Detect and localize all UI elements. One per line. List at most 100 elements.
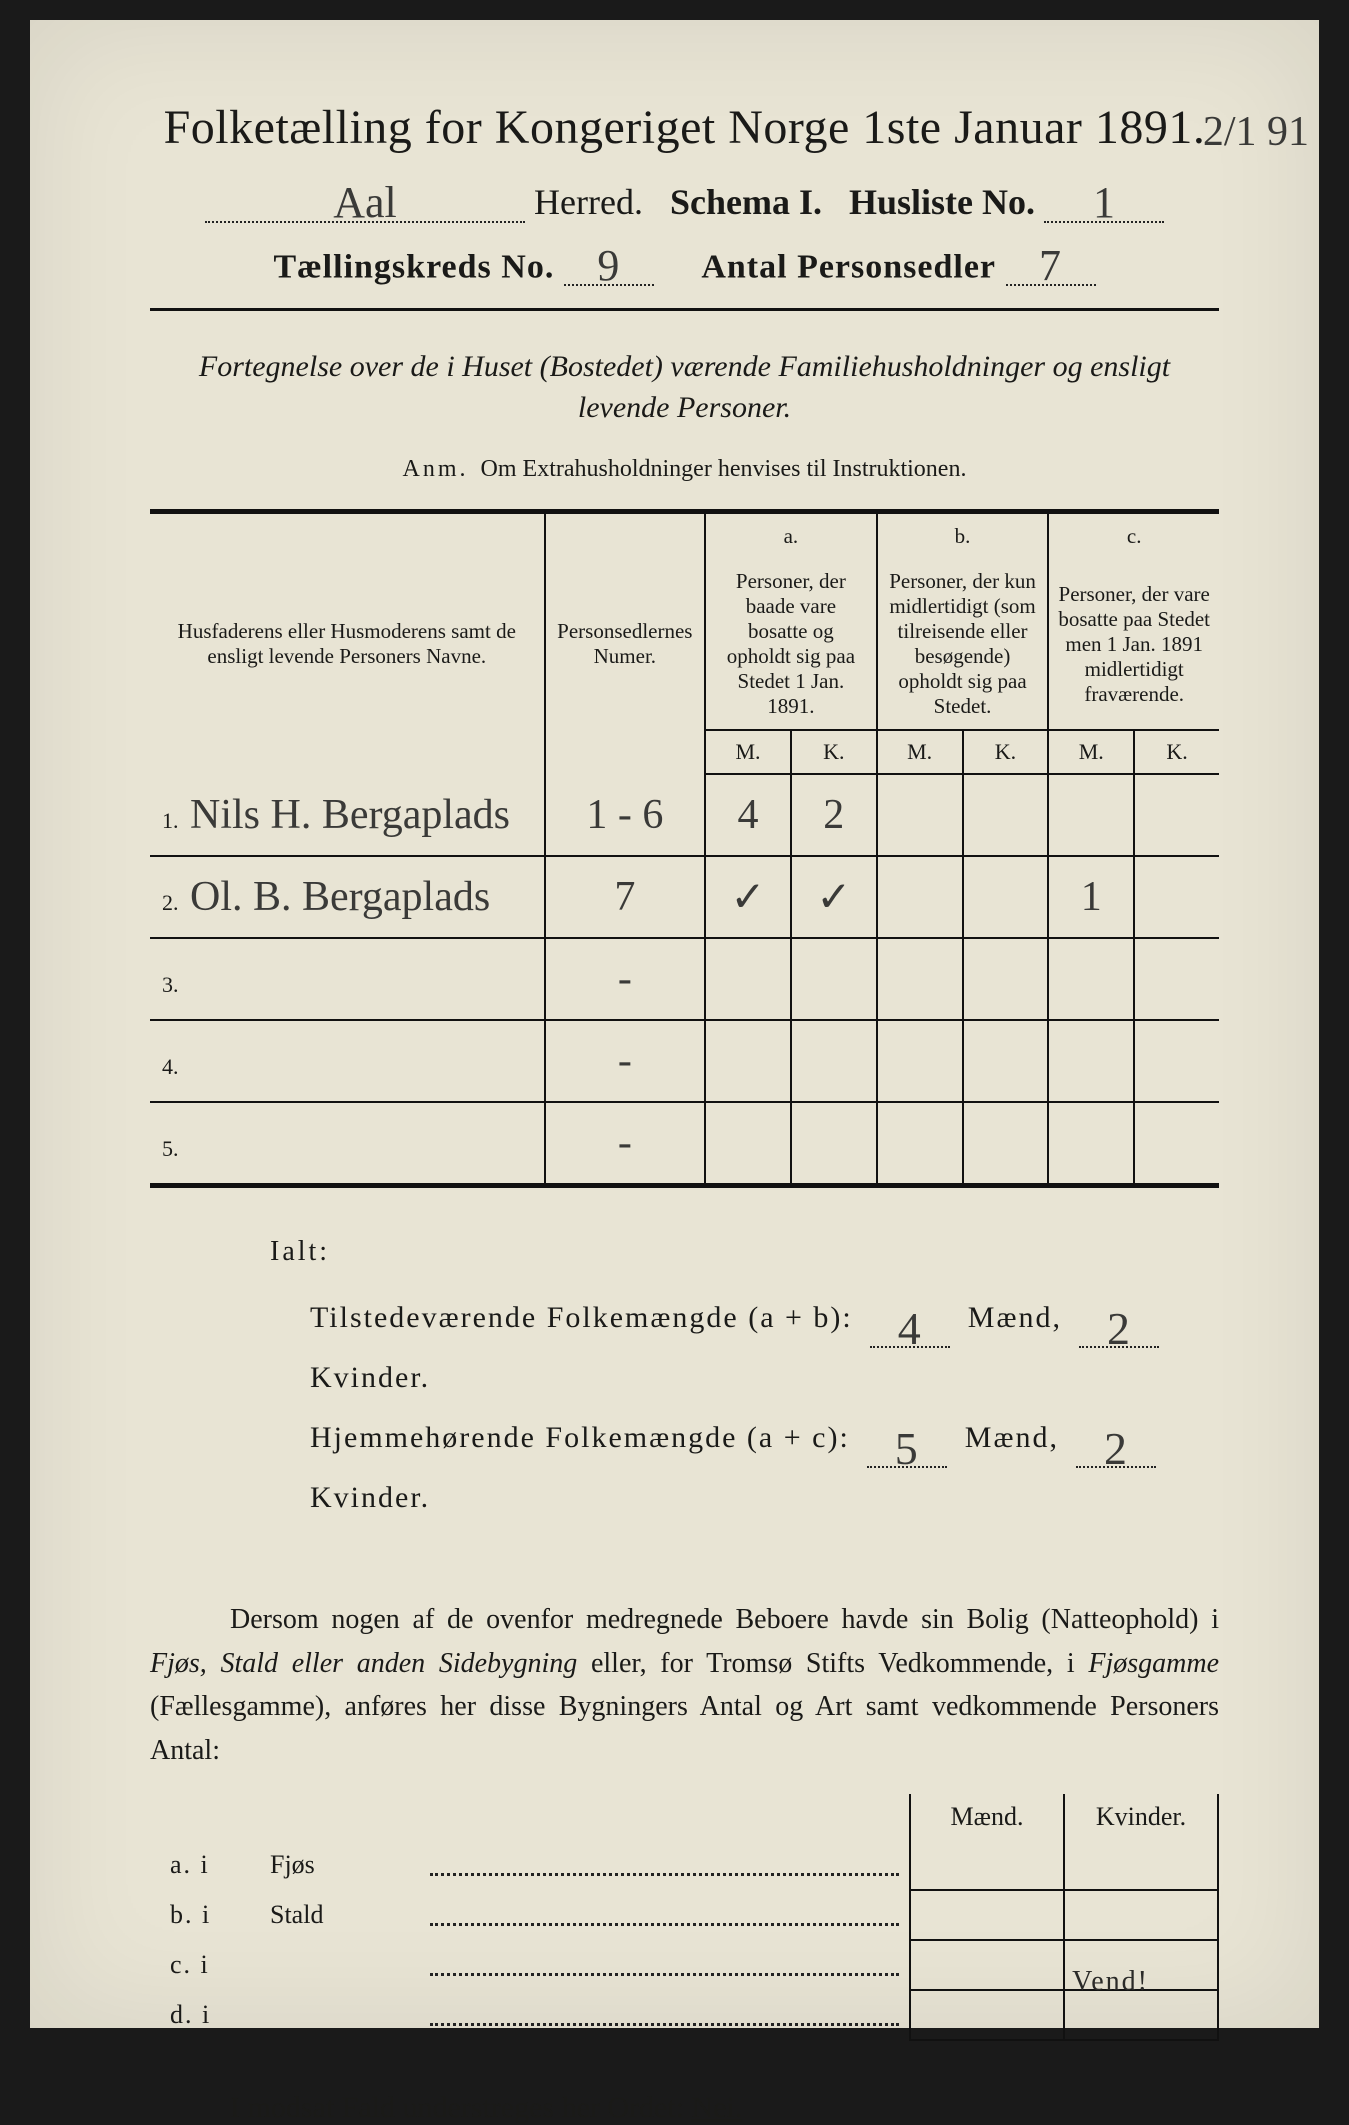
building-row-k xyxy=(1064,1840,1218,1890)
cell-name: 2.Ol. B. Bergaplads xyxy=(150,856,545,938)
building-row-m xyxy=(910,1940,1064,1990)
nei-word: Nei. xyxy=(692,2091,743,2124)
totals-row1-m-slot: 4 xyxy=(870,1313,950,1348)
building-row-m xyxy=(910,1990,1064,2040)
husliste-value: 1 xyxy=(1044,181,1164,225)
nei-line: I modsat Fald understreges her Ordet: Ne… xyxy=(150,2091,1219,2125)
mk-kvinder: Kvinder. xyxy=(1064,1794,1218,1840)
cell-name: 1.Nils H. Bergaplads xyxy=(150,774,545,856)
para-seg-e: (Fællesgamme), anføres her disse Bygning… xyxy=(150,1691,1219,1765)
building-row-cat xyxy=(270,1990,430,2040)
main-table: Husfaderens eller Husmoderens samt de en… xyxy=(150,509,1219,1188)
cell-c-k xyxy=(1134,856,1219,938)
building-table: Mænd. Kvinder. a. iFjøsb. iStaldc. id. i xyxy=(150,1794,1219,2041)
table-row: 2.Ol. B. Bergaplads7✓✓1 xyxy=(150,856,1219,938)
cell-a-k: 2 xyxy=(791,774,877,856)
census-form-page: 2/1 91 Folketælling for Kongeriget Norge… xyxy=(30,20,1319,2028)
cell-a-k xyxy=(791,938,877,1020)
cell-name: 5. xyxy=(150,1102,545,1186)
totals-row1-label: Tilstedeværende Folkemængde (a + b): xyxy=(310,1301,853,1334)
cell-c-k xyxy=(1134,938,1219,1020)
kvinder-label-2: Kvinder. xyxy=(310,1481,430,1514)
cell-ps: - xyxy=(545,938,705,1020)
table-row: 4.- xyxy=(150,1020,1219,1102)
maend-label-2: Mænd, xyxy=(965,1421,1059,1454)
building-row-label: b. i xyxy=(150,1890,270,1940)
cell-a-m: ✓ xyxy=(705,856,791,938)
ialt-label: Ialt: xyxy=(270,1224,1219,1280)
th-c-tag: c. xyxy=(1048,512,1219,560)
totals-row1-m: 4 xyxy=(870,1306,950,1352)
para-seg-c: eller, for Tromsø Stifts Vedkommende, i xyxy=(577,1648,1088,1679)
para-seg-a: Dersom nogen af de ovenfor medregnede Be… xyxy=(230,1604,1219,1635)
cell-c-m xyxy=(1048,774,1134,856)
header-rule xyxy=(150,308,1219,311)
th-c-k: K. xyxy=(1134,730,1219,774)
building-row: d. i xyxy=(150,1990,1218,2040)
totals-row2-k: 2 xyxy=(1076,1426,1156,1472)
nei-text: I modsat Fald understreges her Ordet: xyxy=(230,2091,684,2124)
table-row: 5.- xyxy=(150,1102,1219,1186)
cell-a-m xyxy=(705,1102,791,1186)
page-title: Folketælling for Kongeriget Norge 1ste J… xyxy=(150,100,1219,155)
building-table-head: Mænd. Kvinder. xyxy=(150,1794,1218,1840)
totals-row2-label: Hjemmehørende Folkemængde (a + c): xyxy=(310,1421,850,1454)
margin-date: 2/1 91 xyxy=(1203,108,1309,156)
kreds-label: Tællingskreds No. xyxy=(273,248,554,285)
cell-a-k xyxy=(791,1102,877,1186)
cell-name: 4. xyxy=(150,1020,545,1102)
table-row: 3.- xyxy=(150,938,1219,1020)
table-header-row-1: Husfaderens eller Husmoderens samt de en… xyxy=(150,512,1219,560)
anm-lead: Anm. xyxy=(403,456,469,482)
cell-b-k xyxy=(963,1102,1049,1186)
husliste-label: Husliste No. xyxy=(849,182,1035,222)
table-row: 1.Nils H. Bergaplads1 - 642 xyxy=(150,774,1219,856)
building-row-cat xyxy=(270,1940,430,1990)
cell-a-m xyxy=(705,1020,791,1102)
th-b-tag: b. xyxy=(877,512,1049,560)
cell-c-m xyxy=(1048,1102,1134,1186)
annotation-line: Anm. Om Extrahusholdninger henvises til … xyxy=(150,456,1219,483)
th-c: Personer, der vare bosatte paa Stedet me… xyxy=(1048,559,1219,730)
totals-row2-k-slot: 2 xyxy=(1076,1433,1156,1468)
th-a-tag: a. xyxy=(705,512,877,560)
building-row-m xyxy=(910,1890,1064,1940)
th-b-k: K. xyxy=(963,730,1049,774)
herred-field: Aal xyxy=(205,181,525,223)
th-c-m: M. xyxy=(1048,730,1134,774)
building-row-dots xyxy=(430,1840,910,1890)
para-seg-d: Fjøsgamme xyxy=(1088,1648,1219,1679)
th-a: Personer, der baade vare bosatte og opho… xyxy=(705,559,877,730)
cell-b-m xyxy=(877,1020,963,1102)
building-row: b. iStald xyxy=(150,1890,1218,1940)
cell-b-m xyxy=(877,1102,963,1186)
cell-b-m xyxy=(877,938,963,1020)
cell-b-m xyxy=(877,774,963,856)
herred-value: Aal xyxy=(205,181,525,225)
th-b-m: M. xyxy=(877,730,963,774)
maend-label-1: Mænd, xyxy=(968,1301,1062,1334)
kreds-value: 9 xyxy=(564,244,654,288)
schema-label: Schema I. xyxy=(670,182,822,222)
totals-row-ab: Tilstedeværende Folkemængde (a + b): 4 M… xyxy=(310,1288,1219,1408)
mk-maend: Mænd. xyxy=(910,1794,1064,1840)
totals-row-ac: Hjemmehørende Folkemængde (a + c): 5 Mæn… xyxy=(310,1408,1219,1528)
building-row-label: c. i xyxy=(150,1940,270,1990)
building-row: a. iFjøs xyxy=(150,1840,1218,1890)
cell-ps: - xyxy=(545,1102,705,1186)
cell-ps: - xyxy=(545,1020,705,1102)
building-paragraph: Dersom nogen af de ovenfor medregnede Be… xyxy=(150,1598,1219,1772)
herred-label: Herred. xyxy=(534,182,643,222)
th-name: Husfaderens eller Husmoderens samt de en… xyxy=(150,512,545,775)
building-row-cat: Stald xyxy=(270,1890,430,1940)
totals-block: Ialt: Tilstedeværende Folkemængde (a + b… xyxy=(150,1224,1219,1528)
cell-b-k xyxy=(963,856,1049,938)
totals-row1-k-slot: 2 xyxy=(1079,1313,1159,1348)
cell-c-k xyxy=(1134,1020,1219,1102)
cell-a-m: 4 xyxy=(705,774,791,856)
th-ps: Personsedlernes Numer. xyxy=(545,512,705,775)
building-row-dots xyxy=(430,1940,910,1990)
cell-c-k xyxy=(1134,1102,1219,1186)
kvinder-label-1: Kvinder. xyxy=(310,1361,430,1394)
header-line-herred: Aal Herred. Schema I. Husliste No. 1 xyxy=(150,181,1219,223)
